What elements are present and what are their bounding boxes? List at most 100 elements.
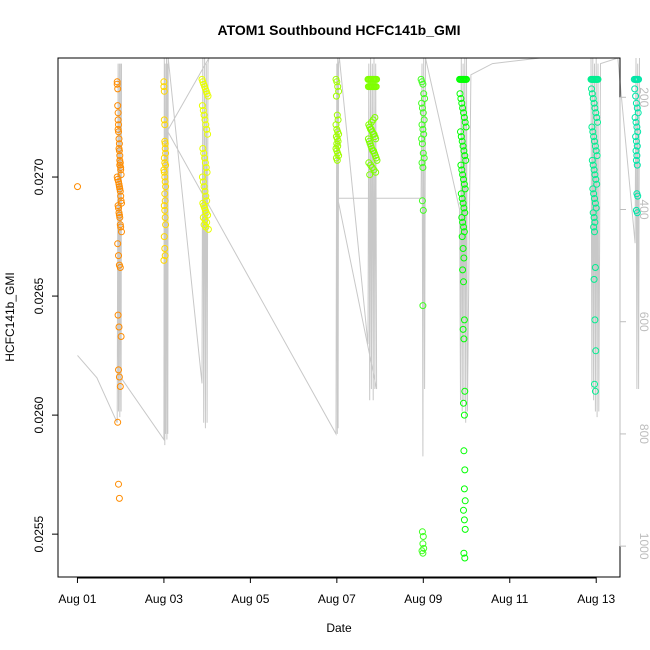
- data-point: [635, 75, 643, 83]
- data-point: [591, 380, 598, 388]
- series-6: [456, 75, 470, 562]
- data-point: [199, 178, 207, 186]
- data-point: [199, 145, 207, 152]
- data-point: [459, 325, 467, 333]
- data-point: [114, 240, 122, 248]
- data-point: [589, 95, 597, 102]
- data-point: [458, 195, 466, 202]
- data-point: [372, 83, 380, 91]
- data-point: [461, 185, 469, 193]
- data-point: [460, 506, 467, 514]
- data-point: [161, 173, 169, 181]
- data-point: [460, 109, 467, 117]
- x-tick-label: Aug 13: [577, 592, 615, 606]
- data-point: [117, 223, 125, 231]
- series-3: [332, 75, 343, 164]
- secondary-tick-label: 1000: [637, 533, 650, 560]
- chart-title: ATOM1 Southbound HCFC141b_GMI: [218, 22, 461, 38]
- data-point: [162, 183, 170, 191]
- data-point: [113, 80, 121, 88]
- data-point: [460, 485, 468, 493]
- x-tick-label: Aug 09: [404, 592, 442, 606]
- data-point: [594, 118, 601, 126]
- secondary-tick-label: 800: [637, 424, 650, 444]
- data-point: [592, 347, 600, 355]
- data-point: [588, 85, 595, 93]
- data-point: [202, 164, 210, 171]
- data-point: [161, 214, 169, 221]
- data-point: [591, 199, 599, 207]
- data-point: [456, 90, 464, 98]
- data-point: [333, 156, 341, 164]
- data-point: [160, 202, 168, 210]
- data-point: [204, 92, 212, 100]
- data-point: [419, 149, 427, 157]
- data-point: [590, 133, 598, 141]
- data-point: [160, 166, 168, 174]
- data-point: [161, 159, 169, 167]
- x-tick-label: Aug 07: [318, 592, 356, 606]
- data-point: [366, 171, 374, 179]
- data-point: [419, 125, 427, 133]
- data-point: [591, 104, 599, 112]
- data-point: [115, 494, 123, 502]
- data-point: [459, 199, 467, 207]
- data-point: [162, 149, 170, 157]
- series-0: [74, 78, 125, 502]
- data-point: [198, 173, 206, 181]
- data-point: [371, 114, 379, 121]
- data-point: [160, 83, 168, 91]
- data-point: [373, 75, 381, 83]
- data-point: [592, 109, 600, 117]
- data-point: [419, 533, 427, 540]
- data-point: [115, 128, 122, 136]
- series-8: [630, 75, 643, 217]
- data-point: [365, 159, 373, 167]
- data-point: [160, 116, 168, 124]
- data-point: [632, 137, 640, 145]
- data-point: [460, 411, 468, 419]
- data-point: [588, 156, 596, 164]
- data-point: [457, 133, 465, 141]
- data-point: [201, 154, 209, 162]
- data-point: [594, 75, 602, 83]
- y-tick-label: 0.0265: [32, 277, 46, 314]
- data-point: [419, 206, 427, 214]
- data-point: [632, 133, 640, 141]
- data-point: [418, 135, 426, 143]
- data-point: [458, 214, 466, 221]
- data-point: [200, 111, 208, 119]
- x-tick-label: Aug 05: [231, 592, 269, 606]
- data-point: [593, 114, 601, 121]
- data-point: [202, 121, 210, 129]
- data-point: [116, 187, 124, 195]
- data-point: [591, 195, 598, 202]
- data-point: [460, 147, 468, 155]
- series-4: [364, 75, 381, 179]
- data-point: [459, 171, 467, 179]
- data-point: [631, 114, 639, 121]
- data-point: [114, 202, 122, 210]
- data-point: [461, 118, 469, 126]
- data-point: [460, 223, 467, 231]
- data-point: [116, 214, 124, 221]
- data-point: [420, 90, 428, 98]
- data-point: [161, 137, 169, 145]
- data-point: [418, 528, 426, 536]
- y-tick-label: 0.0260: [32, 396, 46, 433]
- data-point: [590, 166, 598, 174]
- data-point: [461, 466, 469, 474]
- series-1: [160, 78, 170, 264]
- pressure-line: [77, 57, 640, 457]
- data-point: [459, 218, 467, 226]
- data-point: [458, 99, 466, 107]
- data-point: [592, 147, 600, 155]
- series-5: [417, 75, 429, 557]
- data-point: [419, 540, 427, 548]
- data-point: [204, 130, 212, 138]
- data-point: [114, 311, 122, 319]
- data-point: [460, 516, 468, 524]
- data-point: [115, 204, 122, 212]
- data-point: [117, 171, 125, 179]
- data-point: [589, 209, 597, 217]
